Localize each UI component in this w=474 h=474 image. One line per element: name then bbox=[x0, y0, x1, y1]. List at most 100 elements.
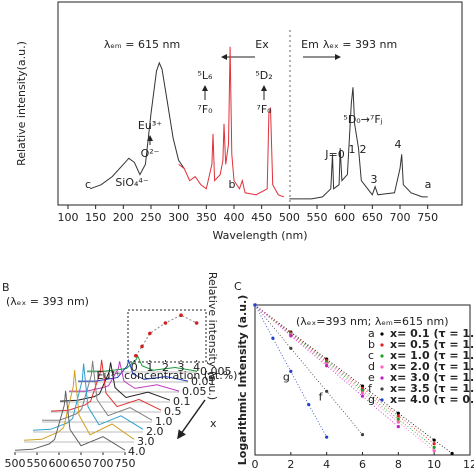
series-label: 0.005 bbox=[200, 365, 232, 378]
series-label: 4.0 bbox=[128, 445, 146, 458]
spectrum-line bbox=[14, 390, 126, 451]
data-point bbox=[396, 414, 400, 418]
plot-frame bbox=[57, 1, 463, 206]
legend-key: a bbox=[368, 327, 375, 340]
x-tick-label: 450 bbox=[251, 211, 272, 224]
data-point bbox=[325, 389, 329, 393]
y-axis-label: Relative intensity(a.u.) bbox=[15, 41, 28, 166]
legend-key: c bbox=[368, 349, 374, 362]
panel-label: B bbox=[2, 281, 10, 294]
spectrum-line bbox=[178, 46, 284, 198]
x-tick-label: 1 bbox=[146, 361, 153, 374]
data-point bbox=[163, 321, 168, 325]
annotation: a bbox=[425, 178, 432, 191]
data-point bbox=[194, 321, 199, 325]
annotation: λₑₓ = 393 nm bbox=[323, 38, 397, 51]
annotation: 3 bbox=[371, 173, 378, 186]
series-label: 2.0 bbox=[146, 425, 164, 438]
data-point bbox=[253, 303, 257, 307]
x-tick-label: 400 bbox=[223, 211, 244, 224]
series-label: 0.05 bbox=[182, 385, 207, 398]
x-axis-label: Wavelength (nm) bbox=[212, 229, 307, 242]
annotation: ⁷F₀ bbox=[197, 103, 213, 116]
data-point bbox=[396, 420, 400, 424]
x-tick-label: 500 bbox=[5, 457, 26, 470]
legend-key: g bbox=[368, 393, 375, 406]
legend-marker bbox=[380, 398, 384, 402]
legend-key: b bbox=[368, 338, 375, 351]
x-tick-label: 600 bbox=[49, 457, 70, 470]
arrow-label: x bbox=[210, 417, 217, 430]
data-point bbox=[432, 449, 436, 453]
x-tick-label: 4 bbox=[323, 458, 330, 471]
x-tick-label: 750 bbox=[115, 457, 136, 470]
decay-line bbox=[254, 304, 363, 435]
annotation: Ex bbox=[255, 38, 269, 51]
x-tick-label: 350 bbox=[196, 211, 217, 224]
annotation: ⁵D₀→⁷Fⱼ bbox=[343, 113, 382, 126]
legend-marker bbox=[380, 387, 384, 391]
x-tick-label: 12 bbox=[463, 458, 474, 471]
annotation: SiO₄⁴⁻ bbox=[115, 176, 149, 189]
curve-label: g bbox=[283, 370, 290, 383]
data-point bbox=[325, 435, 329, 439]
data-point bbox=[289, 369, 293, 373]
data-point bbox=[325, 364, 329, 368]
data-point bbox=[360, 391, 365, 395]
subtitle: (λₑₓ = 393 nm) bbox=[6, 295, 89, 308]
data-point bbox=[432, 445, 436, 449]
spectrum-line bbox=[42, 360, 153, 421]
x-tick-label: 0 bbox=[131, 361, 138, 374]
legend-marker bbox=[380, 354, 384, 358]
data-point bbox=[360, 432, 365, 437]
data-point bbox=[360, 386, 365, 390]
x-tick-label: 550 bbox=[307, 211, 328, 224]
x-tick-label: 700 bbox=[93, 457, 114, 470]
x-tick-label: 150 bbox=[85, 211, 106, 224]
spectrum-line bbox=[87, 354, 198, 372]
data-point bbox=[134, 353, 138, 358]
x-tick-label: 2 bbox=[162, 361, 169, 374]
data-point bbox=[271, 336, 275, 340]
legend-label: x= 3.5 (τ = 1.02 ms) bbox=[390, 382, 474, 395]
legend-key: f bbox=[368, 382, 373, 395]
legend-label: x= 4.0 (τ = 0.57 ms) bbox=[390, 393, 474, 406]
y-axis-label: Logarithmic Intensity (a.u.) bbox=[236, 295, 249, 465]
legend-key: d bbox=[368, 360, 375, 373]
data-point bbox=[289, 346, 293, 350]
data-point bbox=[179, 313, 183, 318]
data-point bbox=[140, 344, 144, 349]
series-label: 0.01 bbox=[191, 375, 216, 388]
x-tick-label: 750 bbox=[417, 211, 438, 224]
annotation: J=0 bbox=[324, 148, 344, 161]
data-point bbox=[396, 417, 400, 421]
annotation: ⁷F₀ bbox=[256, 103, 272, 116]
legend-marker bbox=[380, 332, 384, 336]
x-tick-label: 4 bbox=[193, 361, 200, 374]
annotation: O²⁻ bbox=[141, 147, 160, 160]
legend-marker bbox=[380, 365, 384, 369]
panel-label: C bbox=[234, 280, 242, 293]
x-tick-label: 200 bbox=[113, 211, 134, 224]
spectrum-line bbox=[89, 61, 185, 190]
spectrum-line bbox=[59, 362, 171, 402]
data-point bbox=[396, 425, 400, 429]
x-tick-label: 100 bbox=[57, 211, 78, 224]
annotation: b bbox=[229, 178, 236, 191]
legend-marker bbox=[380, 376, 384, 380]
annotation: Em bbox=[301, 38, 319, 51]
subtitle: (λₑₓ=393 nm; λₑₘ=615 nm) bbox=[296, 315, 449, 328]
arrow bbox=[177, 399, 206, 440]
x-tick-label: 550 bbox=[27, 457, 48, 470]
series-label: 3.0 bbox=[137, 435, 155, 448]
legend-label: x= 1.0 (τ = 1.35 ms) bbox=[390, 349, 474, 362]
legend-marker bbox=[380, 343, 384, 347]
spectrum-line bbox=[23, 369, 135, 441]
data-point bbox=[432, 438, 436, 442]
x-axis-label: Eu³⁺ concentration (at.%) bbox=[97, 369, 238, 382]
x-tick-label: 10 bbox=[427, 458, 441, 471]
annotation: λₑₘ = 615 nm bbox=[104, 38, 180, 51]
y-axis-label: Relative intensity (a.u.) bbox=[206, 272, 219, 400]
data-point bbox=[148, 331, 152, 336]
